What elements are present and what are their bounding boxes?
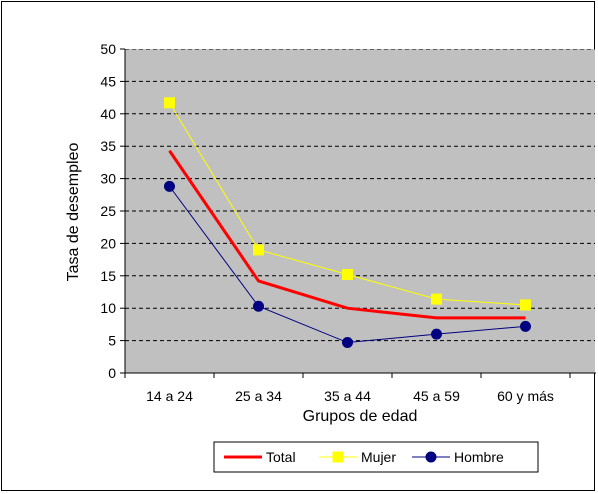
y-tick-label: 35 [100,138,116,154]
y-tick-label: 30 [100,171,116,187]
y-tick-label: 0 [108,365,116,381]
data-point-mujer [164,97,175,109]
data-point-hombre [253,300,264,312]
data-point-mujer [520,299,531,311]
data-point-hombre [164,180,175,192]
x-tick-label: 14 a 24 [146,388,193,404]
legend-marker-hombre [425,451,437,463]
y-tick-label: 25 [100,203,116,219]
x-tick-label: 60 y más [497,388,554,404]
y-tick-label: 45 [100,73,116,89]
y-axis-title: Tasa de desempleo [65,143,82,282]
x-tick-label: 35 a 44 [324,388,371,404]
legend-box [213,441,539,473]
legend-label-hombre: Hombre [454,449,504,465]
legend-marker-mujer [332,451,344,463]
x-tick-label: 25 a 34 [235,388,282,404]
y-tick-label: 50 [100,41,116,57]
legend-label-total: Total [266,449,296,465]
legend-label-mujer: Mujer [361,449,396,465]
y-tick-label: 15 [100,268,116,284]
data-point-mujer [431,293,442,305]
y-tick-label: 20 [100,235,116,251]
y-tick-label: 5 [108,333,116,349]
x-axis-title: Grupos de edad [303,408,418,425]
legend: Total Mujer Hombre [213,441,539,473]
data-point-hombre [342,337,353,349]
data-point-mujer [253,244,264,256]
data-point-hombre [520,320,531,332]
y-tick-label: 10 [100,300,116,316]
data-point-mujer [342,269,353,281]
series-line-total [168,149,526,320]
x-tick-label: 45 a 59 [413,388,460,404]
y-tick-label: 40 [100,106,116,122]
data-point-hombre [431,328,442,340]
